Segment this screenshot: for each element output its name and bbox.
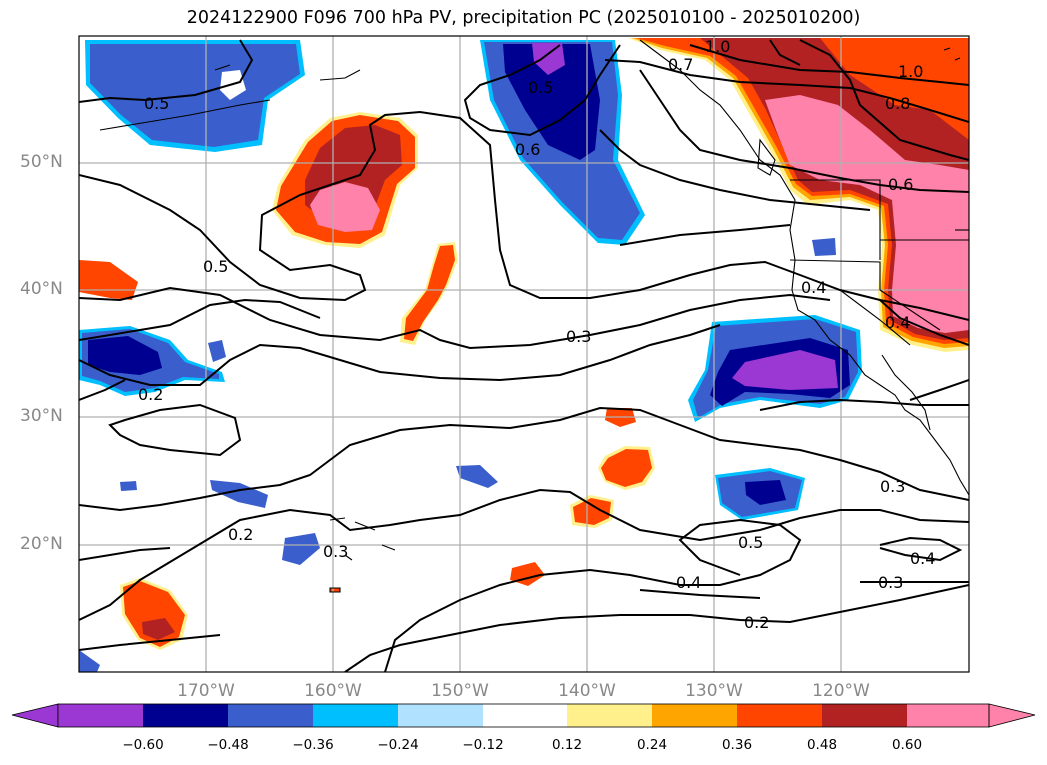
- contour-label: 1.0: [898, 62, 923, 81]
- colorbar-tick: −0.12: [462, 737, 504, 753]
- contour-label: 0.3: [880, 477, 905, 496]
- colorbar: [11, 703, 1036, 728]
- contour-label: 0.5: [738, 533, 763, 552]
- colorbar-tick: −0.36: [292, 737, 334, 753]
- negative-anomaly-shading: [79, 40, 969, 672]
- colorbar-tick: 0.24: [636, 737, 668, 753]
- lat-label-20n: 20°N: [20, 534, 63, 554]
- colorbar-extend-min: [11, 703, 59, 728]
- lon-label-140w: 140°W: [558, 681, 616, 701]
- colorbar-tick: 0.60: [891, 737, 923, 753]
- contour-label: 0.4: [801, 278, 826, 297]
- contour-label: 0.3: [878, 573, 903, 592]
- map-title: 2024122900 F096 700 hPa PV, precipitatio…: [186, 8, 861, 28]
- contour-label: 0.4: [676, 573, 701, 592]
- contour-label: 0.5: [203, 257, 228, 276]
- lon-label-170w: 170°W: [177, 681, 235, 701]
- positive-anomaly-shading: [79, 38, 969, 650]
- contour-label: 0.5: [144, 94, 169, 113]
- colorbar-tick: 0.12: [551, 737, 583, 753]
- contour-label: 0.3: [323, 542, 348, 561]
- lon-label-120w: 120°W: [812, 681, 870, 701]
- colorbar-tick: −0.48: [207, 737, 249, 753]
- lat-label-50n: 50°N: [20, 152, 63, 172]
- contour-label: 0.2: [138, 385, 163, 404]
- colorbar-tick: 0.36: [721, 737, 753, 753]
- contour-label: 0.4: [910, 549, 935, 568]
- pv-contours: [79, 39, 969, 672]
- lon-label-160w: 160°W: [304, 681, 362, 701]
- contour-label: 0.2: [228, 525, 253, 544]
- colorbar-extend-max: [988, 703, 1036, 728]
- lon-label-130w: 130°W: [685, 681, 743, 701]
- contour-label: 0.5: [528, 78, 553, 97]
- lat-label-40n: 40°N: [20, 279, 63, 299]
- contour-label: 0.6: [515, 140, 540, 159]
- contour-label: 0.3: [566, 327, 591, 346]
- contour-labels: 0.5 0.5 0.6 1.0 1.0 0.7 0.8 0.6 0.5 0.4 …: [138, 37, 935, 632]
- contour-label: 0.8: [885, 94, 910, 113]
- contour-label: 0.7: [668, 55, 693, 74]
- lat-label-30n: 30°N: [20, 406, 63, 426]
- contour-label: 0.6: [888, 175, 913, 194]
- map-frame: [78, 35, 970, 673]
- contour-label: 0.2: [744, 613, 769, 632]
- contour-label: 1.0: [705, 37, 730, 56]
- lon-label-150w: 150°W: [431, 681, 489, 701]
- colorbar-tick: 0.48: [806, 737, 838, 753]
- contour-label: 0.4: [885, 313, 910, 332]
- coastlines: [99, 39, 969, 593]
- colorbar-tick: −0.24: [377, 737, 419, 753]
- colorbar-tick: −0.60: [122, 737, 164, 753]
